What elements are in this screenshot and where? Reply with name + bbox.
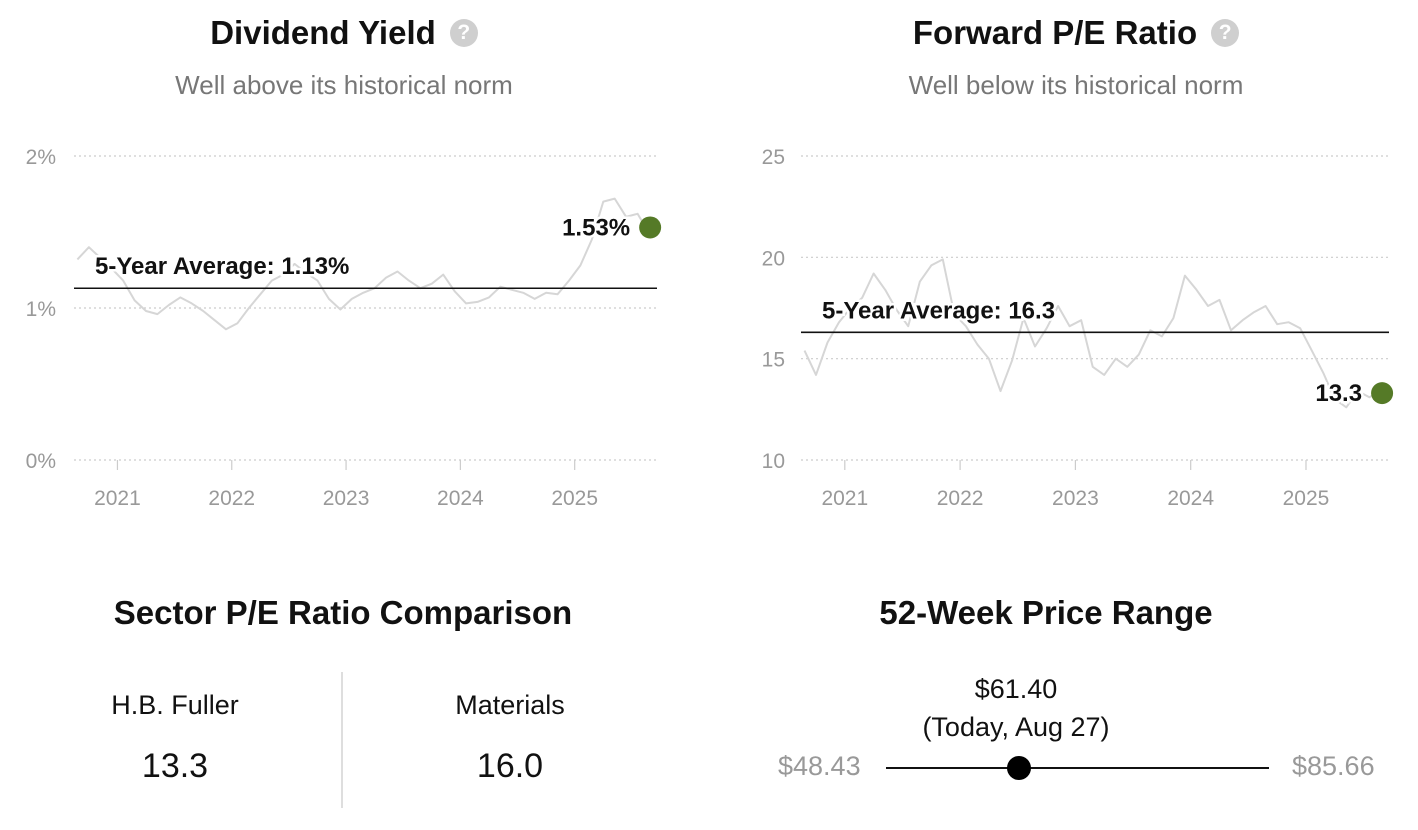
average-label: 5-Year Average: 1.13% (95, 253, 349, 280)
x-tick-label: 2023 (1052, 487, 1099, 510)
question-circle-icon[interactable]: ? (449, 19, 478, 47)
sector-pe-column: Materials 16.0 (410, 690, 610, 786)
x-tick-label: 2022 (208, 487, 255, 510)
current-value-marker (1371, 382, 1394, 405)
x-tick-label: 2024 (437, 487, 484, 510)
range-low: $48.43 (778, 751, 861, 781)
series-line (76, 197, 647, 331)
y-tick-label: 2% (26, 146, 56, 169)
company-pe-column: H.B. Fuller 13.3 (75, 690, 275, 786)
sector-divider (341, 672, 343, 808)
y-tick-label: 15 (762, 349, 785, 372)
x-tick-label: 2025 (1283, 487, 1330, 510)
x-tick-label: 2023 (323, 487, 370, 510)
dividend-yield-title-text: Dividend Yield (210, 14, 436, 51)
company-pe-value: 13.3 (141, 747, 209, 785)
range-track (886, 767, 1269, 769)
current-value-label: 1.53% (562, 214, 630, 241)
sector-pe-title: Sector P/E Ratio Comparison (113, 594, 573, 631)
x-tick-label: 2025 (551, 487, 598, 510)
sector-name: Materials (455, 690, 565, 720)
range-high: $85.66 (1292, 751, 1375, 781)
sector-pe-value: 16.0 (476, 747, 544, 785)
x-tick-label: 2022 (937, 487, 984, 510)
range-current-marker (1007, 756, 1032, 780)
x-tick-label: 2021 (94, 487, 141, 510)
current-value-marker (639, 216, 662, 239)
y-tick-label: 25 (762, 146, 785, 169)
forward-pe-subtitle: Well below its historical norm (908, 70, 1244, 100)
dividend-yield-chart: 0% 1% 2% 2021 2022 2023 2024 2025 5-Year Average… (26, 146, 662, 510)
price-range-title: 52-Week Price Range (879, 594, 1213, 631)
y-tick-label: 10 (762, 450, 785, 473)
dividend-yield-title: Dividend Yield? (0, 14, 688, 52)
y-tick-label: 1% (26, 298, 56, 321)
current-value-label: 13.3 (1315, 380, 1362, 407)
x-tick-label: 2024 (1167, 487, 1214, 510)
company-name: H.B. Fuller (111, 690, 239, 720)
question-circle-icon[interactable]: ? (1211, 19, 1240, 47)
current-price: $61.40 (974, 674, 1058, 704)
current-price-note: (Today, Aug 27) (922, 712, 1110, 742)
average-label: 5-Year Average: 16.3 (822, 297, 1055, 324)
y-tick-label: 20 (762, 247, 785, 270)
series-line (803, 258, 1378, 409)
y-tick-label: 0% (26, 450, 56, 473)
forward-pe-title-text: Forward P/E Ratio (912, 14, 1198, 51)
current-price-label: $61.40 (Today, Aug 27) (886, 670, 1146, 746)
forward-pe-title: Forward P/E Ratio? (726, 14, 1418, 52)
x-tick-label: 2021 (821, 487, 868, 510)
dividend-yield-subtitle: Well above its historical norm (175, 70, 513, 100)
